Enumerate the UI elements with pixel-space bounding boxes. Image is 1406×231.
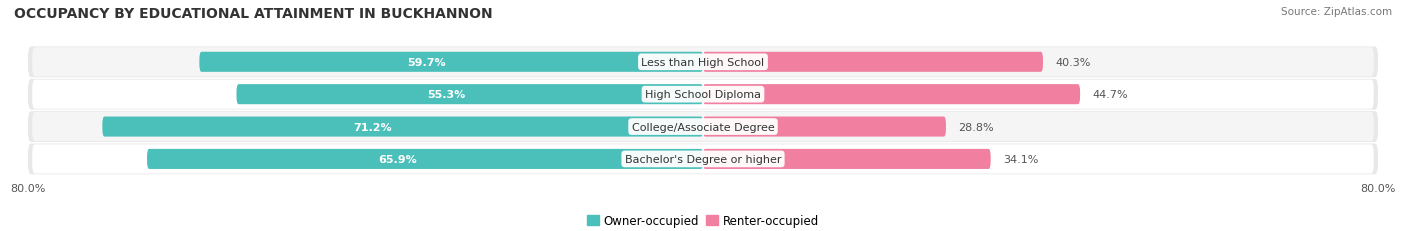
FancyBboxPatch shape [32, 112, 1374, 142]
FancyBboxPatch shape [32, 48, 1374, 77]
Text: OCCUPANCY BY EDUCATIONAL ATTAINMENT IN BUCKHANNON: OCCUPANCY BY EDUCATIONAL ATTAINMENT IN B… [14, 7, 492, 21]
Text: 71.2%: 71.2% [353, 122, 392, 132]
Text: 28.8%: 28.8% [959, 122, 994, 132]
FancyBboxPatch shape [703, 52, 1043, 73]
FancyBboxPatch shape [703, 149, 991, 169]
FancyBboxPatch shape [200, 52, 703, 73]
FancyBboxPatch shape [32, 80, 1374, 109]
FancyBboxPatch shape [103, 117, 703, 137]
Text: 44.7%: 44.7% [1092, 90, 1129, 100]
FancyBboxPatch shape [28, 47, 1378, 78]
FancyBboxPatch shape [32, 145, 1374, 174]
Text: High School Diploma: High School Diploma [645, 90, 761, 100]
Text: College/Associate Degree: College/Associate Degree [631, 122, 775, 132]
Text: 59.7%: 59.7% [406, 58, 446, 67]
Legend: Owner-occupied, Renter-occupied: Owner-occupied, Renter-occupied [588, 214, 818, 227]
FancyBboxPatch shape [236, 85, 703, 105]
FancyBboxPatch shape [703, 85, 1080, 105]
Text: Bachelor's Degree or higher: Bachelor's Degree or higher [624, 154, 782, 164]
Text: Source: ZipAtlas.com: Source: ZipAtlas.com [1281, 7, 1392, 17]
FancyBboxPatch shape [28, 79, 1378, 110]
FancyBboxPatch shape [28, 112, 1378, 142]
FancyBboxPatch shape [703, 117, 946, 137]
Text: 55.3%: 55.3% [427, 90, 465, 100]
Text: 65.9%: 65.9% [378, 154, 416, 164]
FancyBboxPatch shape [28, 144, 1378, 175]
FancyBboxPatch shape [148, 149, 703, 169]
Text: Less than High School: Less than High School [641, 58, 765, 67]
Text: 40.3%: 40.3% [1056, 58, 1091, 67]
Text: 34.1%: 34.1% [1004, 154, 1039, 164]
